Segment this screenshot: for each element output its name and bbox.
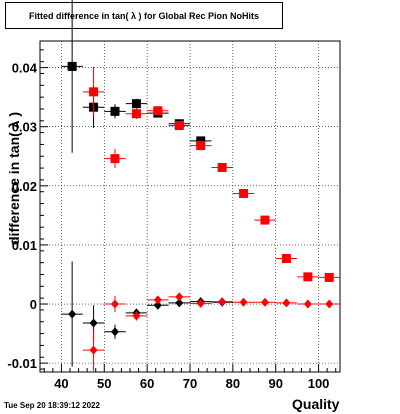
square-marker <box>239 188 249 198</box>
square-marker <box>110 154 120 164</box>
square-marker <box>174 121 184 131</box>
x-tick-label: 70 <box>183 376 197 391</box>
y-tick-label: -0.01 <box>7 356 37 371</box>
diamond-marker <box>132 311 141 321</box>
x-tick-label: 60 <box>140 376 154 391</box>
diamond-marker <box>68 309 77 319</box>
diamond-marker <box>111 327 119 337</box>
diamond-marker <box>218 297 227 307</box>
x-tick-label: 40 <box>54 376 68 391</box>
square-marker <box>217 162 227 172</box>
diamond-marker <box>261 297 269 307</box>
ticks-layer: 40 50 60 70 80 90 100 -0.01 0 0.01 0.02 0.03 0.04 <box>7 49 337 391</box>
y-tick-label: 0.03 <box>12 120 37 135</box>
y-tick-label: 0.04 <box>12 61 38 76</box>
series-1 <box>82 67 340 282</box>
square-marker <box>131 99 141 109</box>
square-marker <box>324 272 334 282</box>
diamond-marker <box>239 297 248 307</box>
diamond-marker <box>325 299 334 309</box>
series-3 <box>82 292 340 371</box>
y-tick-label: 0.01 <box>12 238 37 253</box>
square-marker <box>67 61 77 71</box>
square-marker <box>260 215 270 225</box>
square-marker <box>196 141 206 151</box>
square-marker <box>110 106 120 116</box>
footer-date: Tue Sep 20 18:39:12 2022 <box>4 401 100 410</box>
square-marker <box>131 109 141 119</box>
diamond-marker <box>175 298 184 308</box>
y-tick-label: 0.02 <box>12 179 37 194</box>
square-marker <box>303 272 313 282</box>
diamond-marker <box>282 298 291 308</box>
grid-layer <box>40 41 340 372</box>
square-marker <box>196 136 206 146</box>
x-tick-label: 100 <box>308 376 330 391</box>
marks-layer <box>61 0 340 371</box>
diamond-marker <box>89 345 98 355</box>
diamond-marker <box>175 292 184 302</box>
diamond-marker <box>89 318 98 328</box>
y-axis-label: difference in tan( λ ) <box>6 111 22 245</box>
x-tick-label: 90 <box>268 376 282 391</box>
diamond-marker <box>153 295 162 305</box>
square-marker <box>153 106 163 116</box>
chart-title: Fitted difference in tan( λ ) for Global… <box>5 2 283 29</box>
x-axis-label: Quality <box>292 396 340 412</box>
y-tick-label: 0 <box>30 297 37 312</box>
x-tick-label: 80 <box>226 376 240 391</box>
diamond-marker <box>196 298 205 308</box>
diamond-marker <box>303 299 312 309</box>
x-tick-label: 50 <box>97 376 111 391</box>
square-marker <box>281 254 291 264</box>
square-marker <box>89 87 99 97</box>
diamond-marker <box>153 300 162 310</box>
diamond-marker <box>111 299 119 309</box>
series-0 <box>61 0 212 153</box>
